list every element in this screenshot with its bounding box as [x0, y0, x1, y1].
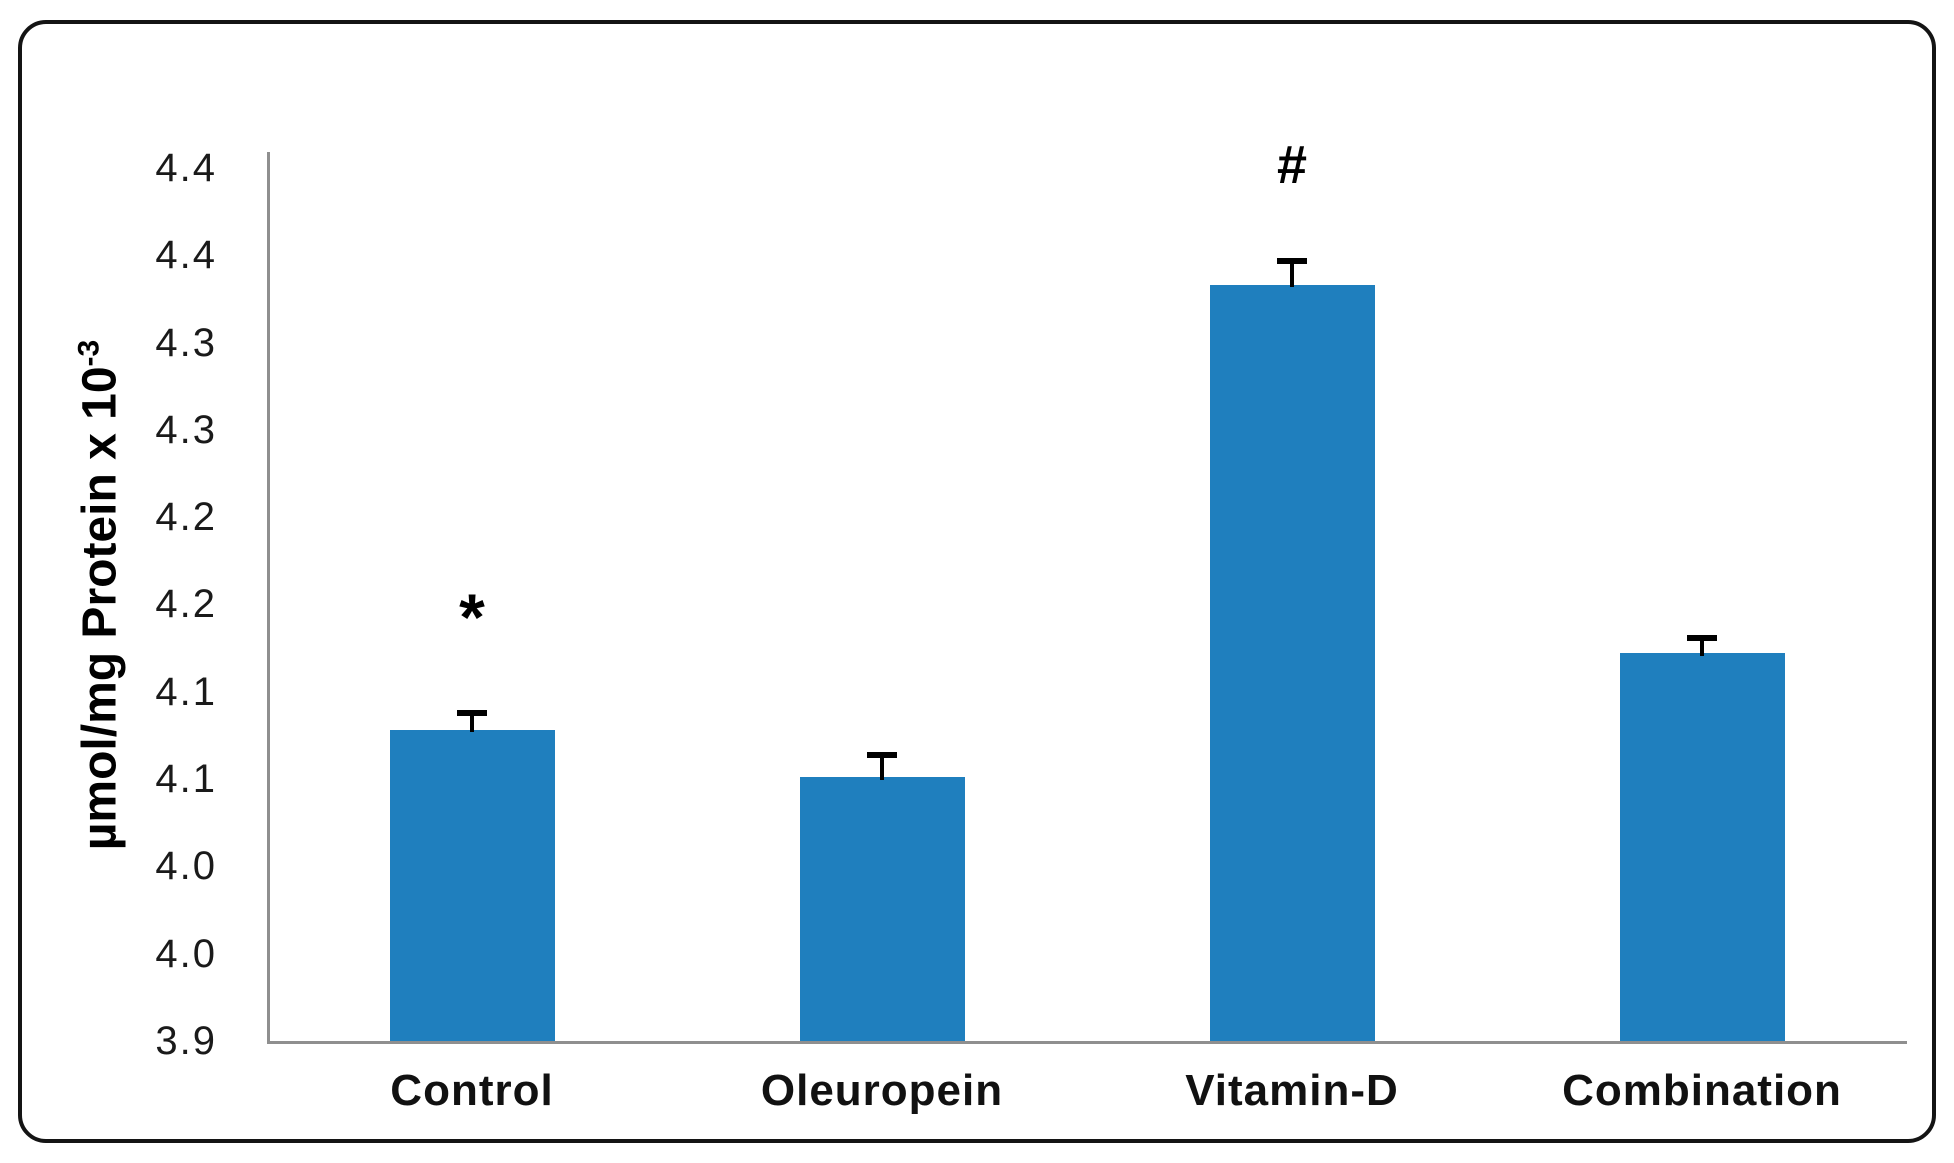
x-tick-label-vitamin-d: Vitamin-D: [1185, 1066, 1399, 1115]
y-tick-label: 4.2: [155, 582, 217, 626]
bar-control: [390, 730, 555, 1041]
figure-border: [18, 20, 1936, 1143]
y-tick-label: 4.0: [155, 932, 217, 976]
y-tick-label: 4.1: [155, 670, 217, 714]
x-tick-label-combination: Combination: [1562, 1066, 1842, 1115]
error-bar-cap-combination: [1687, 635, 1717, 641]
y-tick-label: 4.4: [155, 146, 217, 190]
y-tick-label: 4.3: [155, 408, 217, 452]
y-tick-label: 4.0: [155, 844, 217, 888]
x-axis-line: [267, 1041, 1907, 1044]
y-tick-label: 4.4: [155, 233, 217, 277]
y-tick-label: 4.1: [155, 757, 217, 801]
bar-combination: [1620, 653, 1785, 1041]
error-bar-line-vitamin-d: [1290, 261, 1294, 287]
bar-vitamin-d: [1210, 285, 1375, 1041]
x-tick-label-oleuropein: Oleuropein: [760, 1066, 1004, 1115]
error-bar-line-combination: [1700, 638, 1704, 656]
error-bar-line-oleuropein: [880, 755, 884, 780]
annotation-hash-vitamin-d: #: [1276, 135, 1308, 195]
annotation-star-control: *: [459, 580, 485, 654]
error-bar-cap-control: [457, 710, 487, 716]
x-tick-label-control: Control: [390, 1066, 554, 1115]
y-tick-label: 4.3: [155, 321, 217, 365]
error-bar-cap-oleuropein: [867, 752, 897, 758]
y-axis-line: [267, 152, 270, 1043]
bar-oleuropein: [800, 777, 965, 1041]
error-bar-line-control: [470, 713, 474, 732]
error-bar-cap-vitamin-d: [1277, 258, 1307, 264]
y-tick-label: 3.9: [155, 1019, 217, 1063]
y-tick-label: 4.2: [155, 495, 217, 539]
